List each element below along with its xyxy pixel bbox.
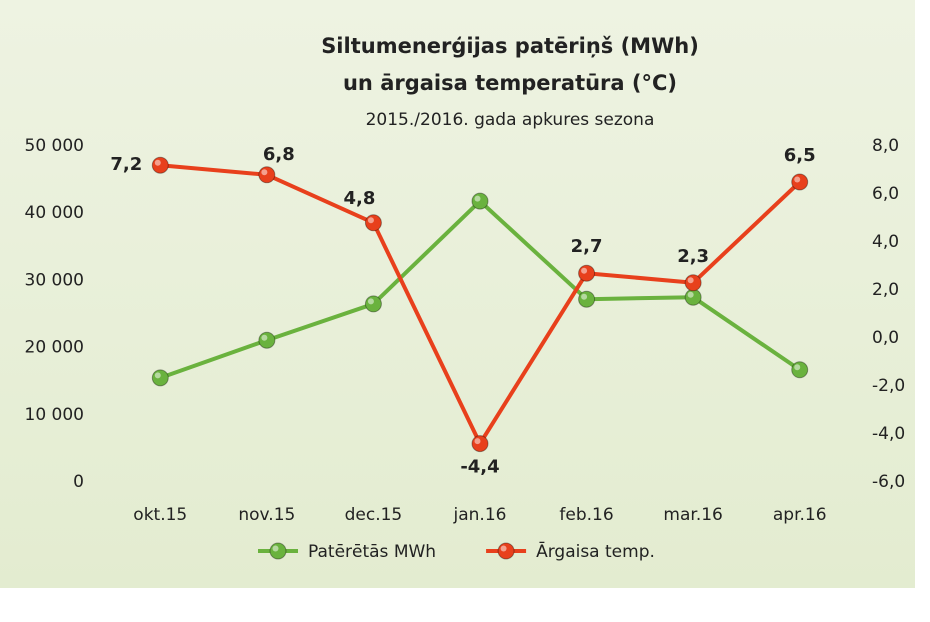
y2ticks-label: -6,0 [872, 472, 905, 492]
data-point [578, 264, 596, 282]
legend-marker [269, 542, 287, 560]
y2ticks-label: 0,0 [872, 328, 899, 348]
marker-highlight [272, 545, 279, 552]
marker-highlight [500, 545, 507, 552]
y2ticks-label: 2,0 [872, 280, 899, 300]
yticks-label: 0 [73, 472, 84, 492]
chart-background [0, 0, 915, 588]
y2ticks-label: 8,0 [872, 136, 899, 156]
data-label: -4,4 [460, 457, 499, 478]
marker-highlight [687, 277, 694, 284]
marker-highlight [687, 291, 694, 298]
data-point [364, 295, 382, 313]
data-point [151, 369, 169, 387]
x-tick-label: jan.16 [453, 505, 507, 525]
x-tick-label: nov.15 [238, 505, 295, 525]
marker-highlight [261, 334, 268, 341]
marker-highlight [154, 372, 161, 379]
data-point [684, 274, 702, 292]
marker-highlight [794, 364, 801, 371]
data-point [364, 214, 382, 232]
legend-marker [497, 542, 515, 560]
x-tick-label: feb.16 [559, 505, 613, 525]
data-point [791, 361, 809, 379]
data-point [258, 331, 276, 349]
marker-highlight [581, 293, 588, 300]
data-label: 7,2 [110, 154, 142, 175]
y2ticks-label: -2,0 [872, 376, 905, 396]
marker-highlight [367, 217, 374, 224]
x-tick-label: okt.15 [133, 505, 187, 525]
yticks-label: 50 000 [25, 136, 84, 156]
marker-highlight [154, 159, 161, 166]
marker-highlight [367, 298, 374, 305]
chart-title: Siltumenerģijas patēriņš (MWh) [321, 34, 699, 58]
chart-title: un ārgaisa temperatūra (°C) [343, 71, 677, 95]
marker-highlight [474, 195, 481, 202]
data-point [791, 173, 809, 191]
data-label: 2,7 [571, 236, 603, 257]
marker-highlight [474, 438, 481, 445]
data-label: 6,8 [263, 144, 295, 165]
data-point [471, 192, 489, 210]
data-point [258, 166, 276, 184]
y2ticks-label: -4,0 [872, 424, 905, 444]
y2ticks-label: 4,0 [872, 232, 899, 252]
chart-subtitle: 2015./2016. gada apkures sezona [366, 110, 655, 130]
marker-highlight [581, 267, 588, 274]
data-label: 4,8 [343, 188, 375, 209]
marker-highlight [261, 169, 268, 176]
x-tick-label: dec.15 [345, 505, 403, 525]
yticks-label: 30 000 [25, 270, 84, 290]
legend-label: Ārgaisa temp. [536, 540, 655, 562]
yticks-label: 40 000 [25, 203, 84, 223]
data-label: 6,5 [784, 145, 816, 166]
data-point [471, 435, 489, 453]
data-label: 2,3 [677, 246, 709, 267]
yticks-label: 10 000 [25, 405, 84, 425]
data-point [578, 290, 596, 308]
legend-label: Patērētās MWh [308, 542, 436, 562]
x-tick-label: apr.16 [773, 505, 827, 525]
marker-highlight [794, 176, 801, 183]
data-point [151, 156, 169, 174]
x-tick-label: mar.16 [663, 505, 722, 525]
y2ticks-label: 6,0 [872, 184, 899, 204]
yticks-label: 20 000 [25, 338, 84, 358]
data-point [684, 288, 702, 306]
